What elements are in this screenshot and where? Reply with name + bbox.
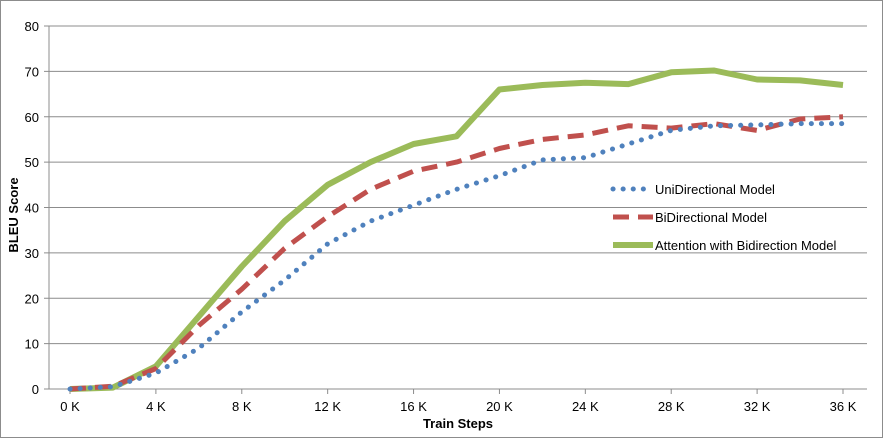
y-tick-label: 30 (25, 246, 39, 261)
legend: UniDirectional Model BiDirectional Model A… (610, 182, 836, 253)
x-tick-label: 0 K (60, 399, 80, 414)
series-lines (67, 67, 846, 392)
legend-label: BiDirectional Model (655, 210, 767, 225)
x-tick-label: 32 K (744, 399, 771, 414)
y-tick-label: 0 (32, 382, 39, 397)
y-tick-label: 80 (25, 19, 39, 34)
y-tick-label: 60 (25, 110, 39, 125)
x-tick-label: 36 K (830, 399, 857, 414)
x-tick-label: 12 K (314, 399, 341, 414)
x-tick-label: 8 K (232, 399, 252, 414)
x-tick-label: 4 K (146, 399, 166, 414)
legend-label: Attention with Bidirection Model (655, 238, 836, 253)
y-tick-label: 20 (25, 291, 39, 306)
y-tick-label: 50 (25, 155, 39, 170)
x-tick-label: 20 K (486, 399, 513, 414)
y-tick-label: 70 (25, 64, 39, 79)
y-tick-label: 10 (25, 337, 39, 352)
y-tick-label: 40 (25, 201, 39, 216)
x-tick-label: 16 K (400, 399, 427, 414)
x-tick-label: 28 K (658, 399, 685, 414)
x-tick-label: 24 K (572, 399, 599, 414)
y-axis-title: BLEU Score (6, 177, 21, 252)
axes: 0 10 20 30 40 50 60 70 80 0 K 4 K 8 K 12 K 16 K 20 K 24… (25, 19, 867, 414)
legend-label: UniDirectional Model (655, 182, 775, 197)
x-axis-title: Train Steps (423, 416, 493, 431)
